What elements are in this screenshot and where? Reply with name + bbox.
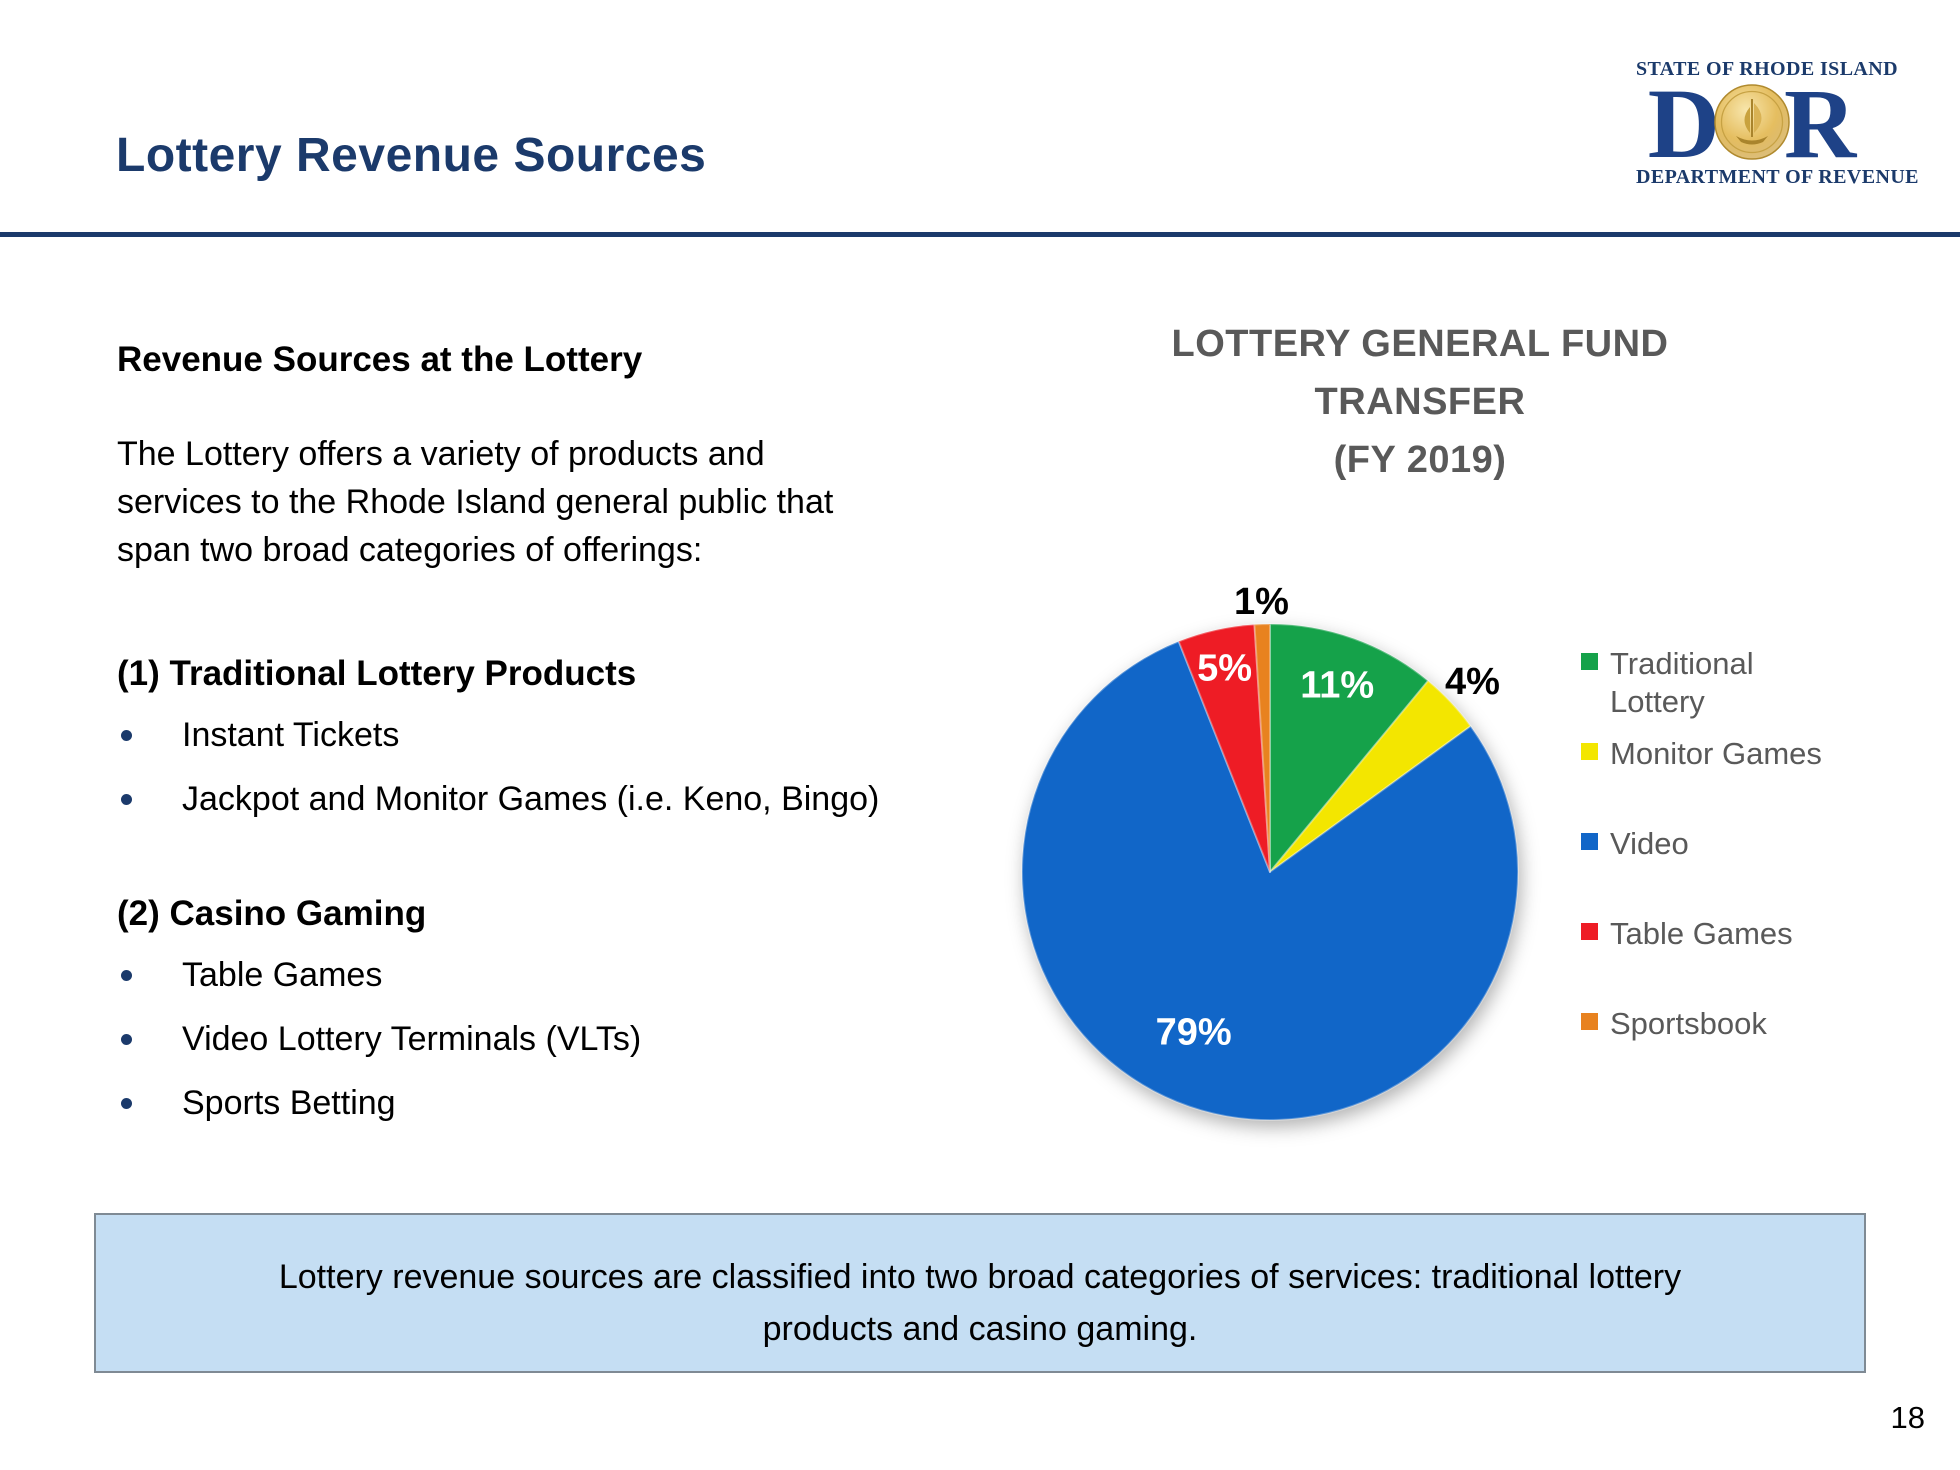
summary-note: Lottery revenue sources are classified i… (278, 1258, 1682, 1348)
page-number: 18 (1890, 1400, 1925, 1435)
bullet-dot-icon (121, 1098, 132, 1109)
bullet-item: Video Lottery Terminals (VLTs) (117, 1016, 997, 1062)
content-section: (2) Casino Gaming Table Games Video Lotter… (117, 890, 997, 1126)
bullet-item: Sports Betting (117, 1080, 997, 1126)
legend-swatch-icon (1581, 923, 1598, 940)
pie-slice-monitor-games (1269, 679, 1472, 873)
pie-data-label: 4% (1445, 661, 1500, 703)
bullet-dot-icon (121, 794, 132, 805)
bullet-text: Table Games (182, 956, 383, 994)
legend-swatch-icon (1581, 1013, 1598, 1030)
content-section: (1) Traditional Lottery Products Instant … (117, 650, 997, 822)
legend-label: Traditional Lottery (1610, 646, 1754, 719)
left-column-paragraph: The Lottery offers a variety of products… (117, 435, 834, 569)
pie-data-label: 5% (1197, 648, 1252, 690)
bullet-text: Video Lottery Terminals (VLTs) (182, 1020, 642, 1058)
page-title: Lottery Revenue Sources (116, 129, 707, 182)
section-heading: (2) Casino Gaming (117, 894, 427, 933)
legend-item: Video (1581, 825, 1911, 915)
chart-title: LOTTERY GENERAL FUND TRANSFER (FY 2019) (980, 315, 1860, 489)
legend-item: Table Games (1581, 915, 1911, 1005)
rhode-island-seal-coin-icon (1714, 83, 1790, 165)
bullet-dot-icon (121, 1034, 132, 1045)
pie-slice-sportsbook (1253, 623, 1271, 873)
bullet-text: Instant Tickets (182, 716, 400, 754)
section-heading: (1) Traditional Lottery Products (117, 654, 637, 693)
pie-chart: 11% 4% 79% 5% 1% (990, 560, 1550, 1140)
bullet-item: Jackpot and Monitor Games (i.e. Keno, Bi… (117, 776, 997, 822)
legend-item: Traditional Lottery (1581, 645, 1911, 735)
pie-slice-table-games (1177, 623, 1271, 873)
legend-swatch-icon (1581, 653, 1598, 670)
left-column-sections: (1) Traditional Lottery Products Instant … (117, 650, 997, 1144)
pie-data-label: 1% (1234, 581, 1289, 623)
summary-callout-box: Lottery revenue sources are classified i… (94, 1213, 1866, 1373)
legend-label: Table Games (1610, 916, 1793, 951)
bullet-text: Sports Betting (182, 1084, 396, 1122)
pie-data-label: 79% (1156, 1012, 1232, 1054)
bullet-item: Instant Tickets (117, 712, 997, 758)
bullet-list: Instant Tickets Jackpot and Monitor Games… (117, 712, 997, 822)
bullet-list: Table Games Video Lottery Terminals (VLTs… (117, 952, 997, 1126)
legend-label: Monitor Games (1610, 736, 1822, 771)
legend-swatch-icon (1581, 743, 1598, 760)
logo-state-text: STATE OF RHODE ISLAND (1636, 58, 1898, 80)
chart-legend: Traditional Lottery Monitor Games Video Tab… (1581, 645, 1911, 1095)
left-column-heading: Revenue Sources at the Lottery (117, 340, 643, 379)
legend-label: Video (1610, 826, 1689, 861)
pie-slice-video (1021, 640, 1520, 1121)
legend-swatch-icon (1581, 833, 1598, 850)
bullet-dot-icon (121, 730, 132, 741)
legend-label: Sportsbook (1610, 1006, 1767, 1041)
header-divider (0, 232, 1960, 237)
legend-item: Sportsbook (1581, 1005, 1911, 1095)
bullet-text: Jackpot and Monitor Games (i.e. Keno, Bi… (182, 780, 880, 818)
bullet-item: Table Games (117, 952, 997, 998)
chart-title-line: LOTTERY GENERAL FUND (1171, 323, 1669, 365)
bullet-dot-icon (121, 970, 132, 981)
pie-data-label: 11% (1300, 664, 1374, 706)
pie-slice-group (1021, 623, 1520, 1121)
legend-item: Monitor Games (1581, 735, 1911, 825)
pie-slice-traditional-lottery (1269, 623, 1430, 873)
pie-chart-svg: 11% 4% 79% 5% 1% (1021, 581, 1520, 1121)
logo-letter-d: D (1647, 68, 1720, 179)
logo-department-text: DEPARTMENT OF REVENUE (1636, 166, 1919, 188)
logo-letter-r: R (1784, 68, 1857, 179)
chart-title-line: TRANSFER (1314, 381, 1526, 423)
rhode-island-dor-logo: STATE OF RHODE ISLAND D (1636, 58, 1919, 190)
chart-title-line: (FY 2019) (1333, 439, 1507, 481)
logo-monogram: D R (1636, 68, 1868, 179)
